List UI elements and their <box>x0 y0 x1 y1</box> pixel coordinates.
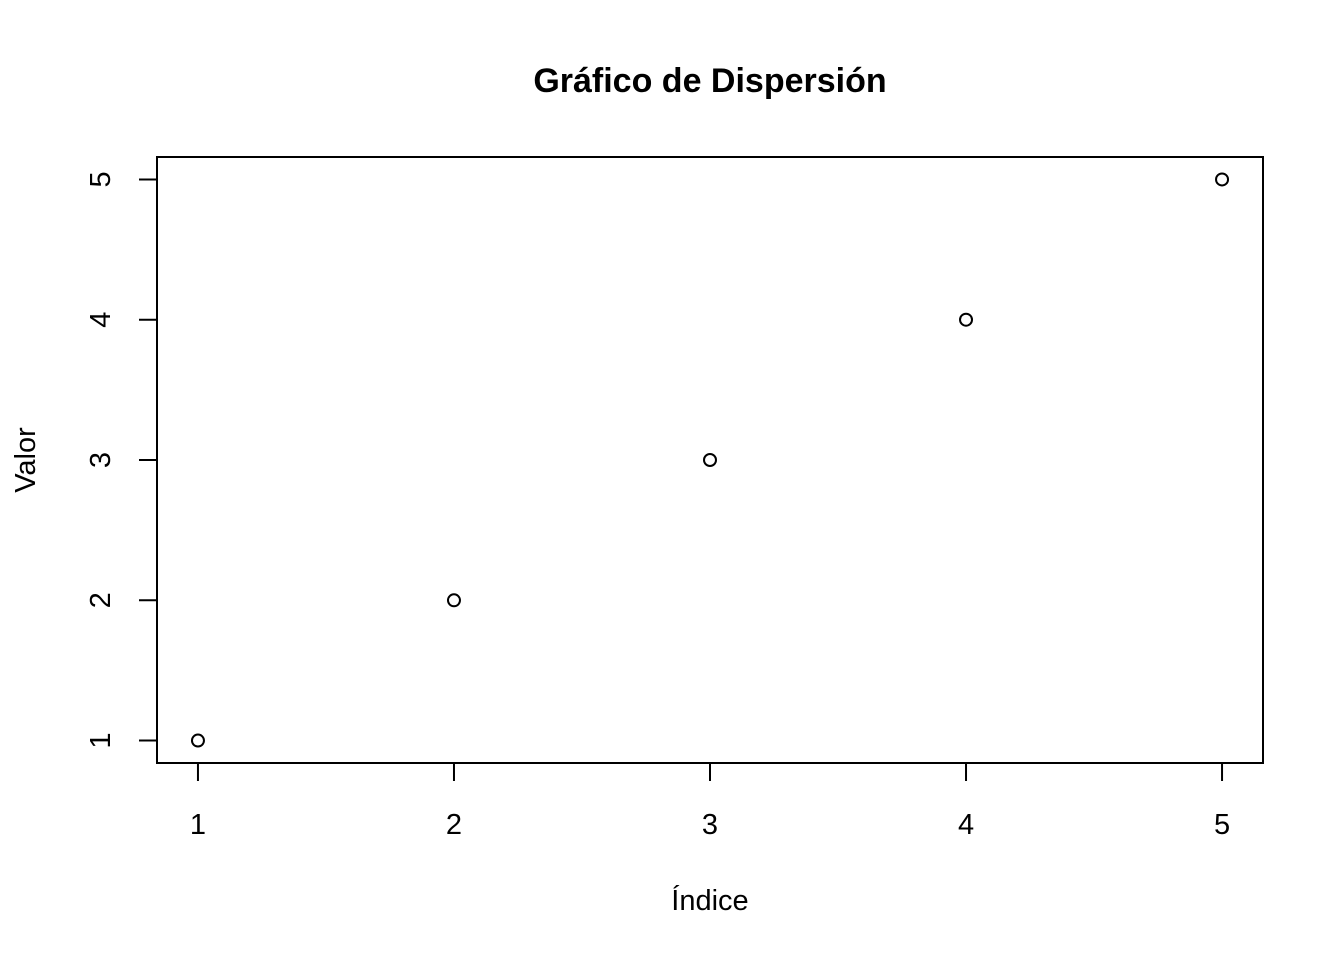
x-tick-label: 5 <box>1214 809 1230 841</box>
y-tick-label: 2 <box>85 592 117 608</box>
y-axis-label: Valor <box>10 427 42 493</box>
data-point <box>190 733 205 748</box>
data-points <box>190 172 1230 748</box>
x-tick-label: 3 <box>702 809 718 841</box>
y-axis: 1 2 3 4 5 <box>85 171 157 749</box>
y-tick-label: 5 <box>85 171 117 187</box>
x-axis-label: Índice <box>671 884 748 917</box>
x-tick-label: 1 <box>190 809 206 841</box>
y-tick-label: 1 <box>85 732 117 748</box>
data-point <box>959 312 974 327</box>
x-tick-label: 2 <box>446 809 462 841</box>
data-point <box>1215 172 1230 187</box>
chart-title: Gráfico de Dispersión <box>533 62 886 100</box>
x-tick-label: 4 <box>958 809 974 841</box>
data-point <box>446 593 461 608</box>
y-tick-label: 4 <box>85 312 117 328</box>
plot-frame <box>156 156 1264 764</box>
x-axis: 1 2 3 4 5 <box>190 763 1230 841</box>
y-tick-label: 3 <box>85 452 117 468</box>
data-point <box>703 453 717 467</box>
